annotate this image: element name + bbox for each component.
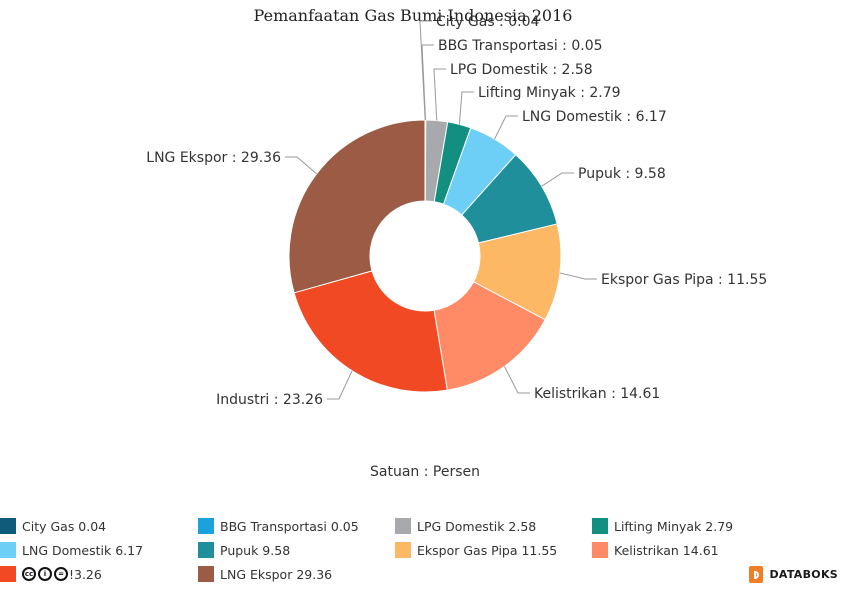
leader-line-lng-domestik — [494, 115, 518, 140]
slice-label-lng-domestik: LNG Domestik : 6.17 — [522, 109, 667, 125]
legend-item-lifting-minyak[interactable]: Lifting Minyak 2.79 — [592, 516, 733, 536]
slice-label-bbg-transportasi: BBG Transportasi : 0.05 — [438, 38, 603, 54]
legend-item-bbg-transportasi[interactable]: BBG Transportasi 0.05 — [198, 516, 359, 536]
leader-lines — [285, 20, 597, 400]
legend-item-city-gas[interactable]: City Gas 0.04 — [0, 516, 106, 536]
legend-swatch — [395, 542, 411, 558]
slice-label-lng-ekspor: LNG Ekspor : 29.36 — [146, 150, 281, 166]
leader-line-lifting-minyak — [458, 91, 474, 125]
legend-item-kelistrikan[interactable]: Kelistrikan 14.61 — [592, 540, 719, 560]
leader-line-lpg-domestik — [433, 68, 446, 121]
legend-swatch — [592, 518, 608, 534]
legend-swatch — [198, 542, 214, 558]
legend-label: LNG Ekspor 29.36 — [220, 566, 333, 582]
legend-item-ekspor-gas-pipa[interactable]: Ekspor Gas Pipa 11.55 — [395, 540, 557, 560]
slice-industri[interactable] — [293, 270, 448, 393]
slice-label-lifting-minyak: Lifting Minyak : 2.79 — [478, 85, 621, 101]
leader-line-kelistrikan — [504, 366, 530, 394]
leader-line-pupuk — [541, 172, 574, 187]
databoks-logo: DATABOKS — [749, 566, 838, 583]
legend-label: Kelistrikan 14.61 — [614, 542, 719, 558]
legend-label: Pupuk 9.58 — [220, 542, 291, 558]
slice-labels: City Gas : 0.04 BBG Transportasi : 0.05 LP… — [146, 14, 767, 408]
databoks-logo-icon — [749, 566, 764, 583]
license-icons: cc i = — [22, 567, 68, 581]
slices — [288, 119, 562, 393]
legend-label: LPG Domestik 2.58 — [417, 518, 537, 534]
legend-swatch — [198, 518, 214, 534]
slice-label-kelistrikan: Kelistrikan : 14.61 — [534, 386, 660, 402]
leader-line-ekspor-gas-pipa — [559, 272, 597, 280]
legend-item-lng-domestik[interactable]: LNG Domestik 6.17 — [0, 540, 143, 560]
legend-label: !3.26 — [69, 566, 102, 582]
leader-line-industri — [327, 370, 353, 400]
legend-item-industri[interactable]: cc i = !3.26 — [0, 564, 102, 584]
slice-label-lpg-domestik: LPG Domestik : 2.58 — [450, 62, 593, 78]
slice-label-ekspor-gas-pipa: Ekspor Gas Pipa : 11.55 — [601, 272, 767, 288]
legend-swatch — [0, 518, 16, 534]
legend-swatch — [0, 542, 16, 558]
legend-label: Lifting Minyak 2.79 — [614, 518, 734, 534]
unit-note: Satuan : Persen — [370, 464, 480, 480]
legend-item-lng-ekspor[interactable]: LNG Ekspor 29.36 — [198, 564, 332, 584]
legend-label: LNG Domestik 6.17 — [22, 542, 144, 558]
slice-label-city-gas: City Gas : 0.04 — [436, 14, 539, 30]
leader-line-lng-ekspor — [285, 156, 317, 175]
attribution-icon: i — [38, 567, 52, 581]
leader-line-bbg-transportasi — [421, 44, 434, 121]
slice-label-industri: Industri : 23.26 — [216, 392, 323, 408]
slice-label-pupuk: Pupuk : 9.58 — [578, 166, 666, 182]
legend-label: Ekspor Gas Pipa 11.55 — [417, 542, 558, 558]
cc-icon: cc — [22, 567, 36, 581]
leader-line-city-gas — [419, 20, 432, 121]
legend-label: BBG Transportasi 0.05 — [220, 518, 359, 534]
legend-item-pupuk[interactable]: Pupuk 9.58 — [198, 540, 290, 560]
legend-swatch — [0, 566, 16, 582]
chart-title: Pemanfaatan Gas Bumi Indonesia 2016 — [254, 6, 573, 25]
brand-name: DATABOKS — [769, 568, 838, 581]
legend-item-lpg-domestik[interactable]: LPG Domestik 2.58 — [395, 516, 536, 536]
legend-swatch — [198, 566, 214, 582]
legend-swatch — [592, 542, 608, 558]
no-derivatives-icon: = — [54, 567, 68, 581]
legend-label: City Gas 0.04 — [22, 518, 107, 534]
legend-swatch — [395, 518, 411, 534]
slice-lng-ekspor[interactable] — [288, 119, 426, 294]
